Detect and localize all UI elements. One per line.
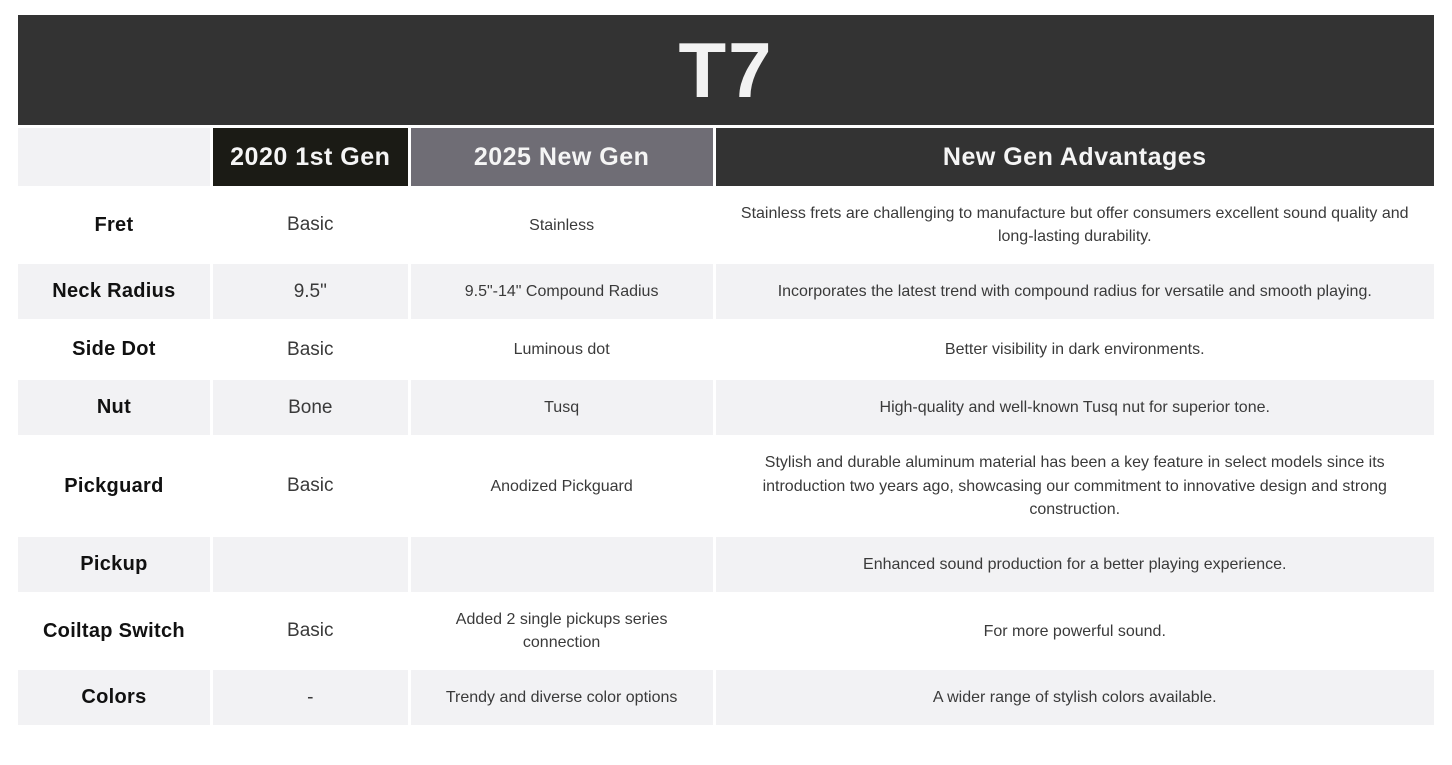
advantage-text: Stylish and durable aluminum material ha… [715,438,1434,534]
feature-label: Fret [18,189,210,262]
feature-label: Pickup [18,536,210,592]
table-row: Colors - Trendy and diverse color option… [18,670,1434,726]
table-row: Pickguard Basic Anodized Pickguard Styli… [18,438,1434,534]
gen2020-value: Basic [212,322,408,378]
gen2020-value: Basic [212,438,408,534]
table-body: Fret Basic Stainless Stainless frets are… [18,189,1434,726]
gen2025-value: Stainless [410,189,713,262]
table-header-row: 2020 1st Gen 2025 New Gen New Gen Advant… [18,128,1434,186]
advantage-text: High-quality and well-known Tusq nut for… [715,380,1434,436]
header-2025-new-gen: 2025 New Gen [410,128,713,186]
gen2025-value: Trendy and diverse color options [410,670,713,726]
advantage-text: For more powerful sound. [715,594,1434,668]
gen2020-value: Basic [212,189,408,262]
feature-label: Pickguard [18,438,210,534]
gen2025-value [410,536,713,592]
gen2025-value: Tusq [410,380,713,436]
gen2020-value [212,536,408,592]
feature-label: Nut [18,380,210,436]
gen2025-value: 9.5"-14" Compound Radius [410,264,713,320]
title-bar: T7 [18,15,1434,125]
advantage-text: Incorporates the latest trend with compo… [715,264,1434,320]
gen2020-value: 9.5" [212,264,408,320]
header-new-gen-advantages: New Gen Advantages [715,128,1434,186]
feature-label: Colors [18,670,210,726]
table-row: Pickup Enhanced sound production for a b… [18,536,1434,592]
gen2020-value: Basic [212,594,408,668]
feature-label: Neck Radius [18,264,210,320]
table-row: Nut Bone Tusq High-quality and well-know… [18,380,1434,436]
header-2020-1st-gen: 2020 1st Gen [212,128,408,186]
header-feature-cell [18,128,210,186]
advantage-text: Enhanced sound production for a better p… [715,536,1434,592]
gen2025-value: Added 2 single pickups series connection [410,594,713,668]
gen2025-value: Anodized Pickguard [410,438,713,534]
feature-label: Coiltap Switch [18,594,210,668]
table-row: Fret Basic Stainless Stainless frets are… [18,189,1434,262]
feature-label: Side Dot [18,322,210,378]
table-row: Coiltap Switch Basic Added 2 single pick… [18,594,1434,668]
gen2020-value: Bone [212,380,408,436]
advantage-text: Stainless frets are challenging to manuf… [715,189,1434,262]
table-row: Side Dot Basic Luminous dot Better visib… [18,322,1434,378]
advantage-text: A wider range of stylish colors availabl… [715,670,1434,726]
advantage-text: Better visibility in dark environments. [715,322,1434,378]
gen2020-value: - [212,670,408,726]
table-row: Neck Radius 9.5" 9.5"-14" Compound Radiu… [18,264,1434,320]
gen2025-value: Luminous dot [410,322,713,378]
page-title: T7 [678,26,774,114]
